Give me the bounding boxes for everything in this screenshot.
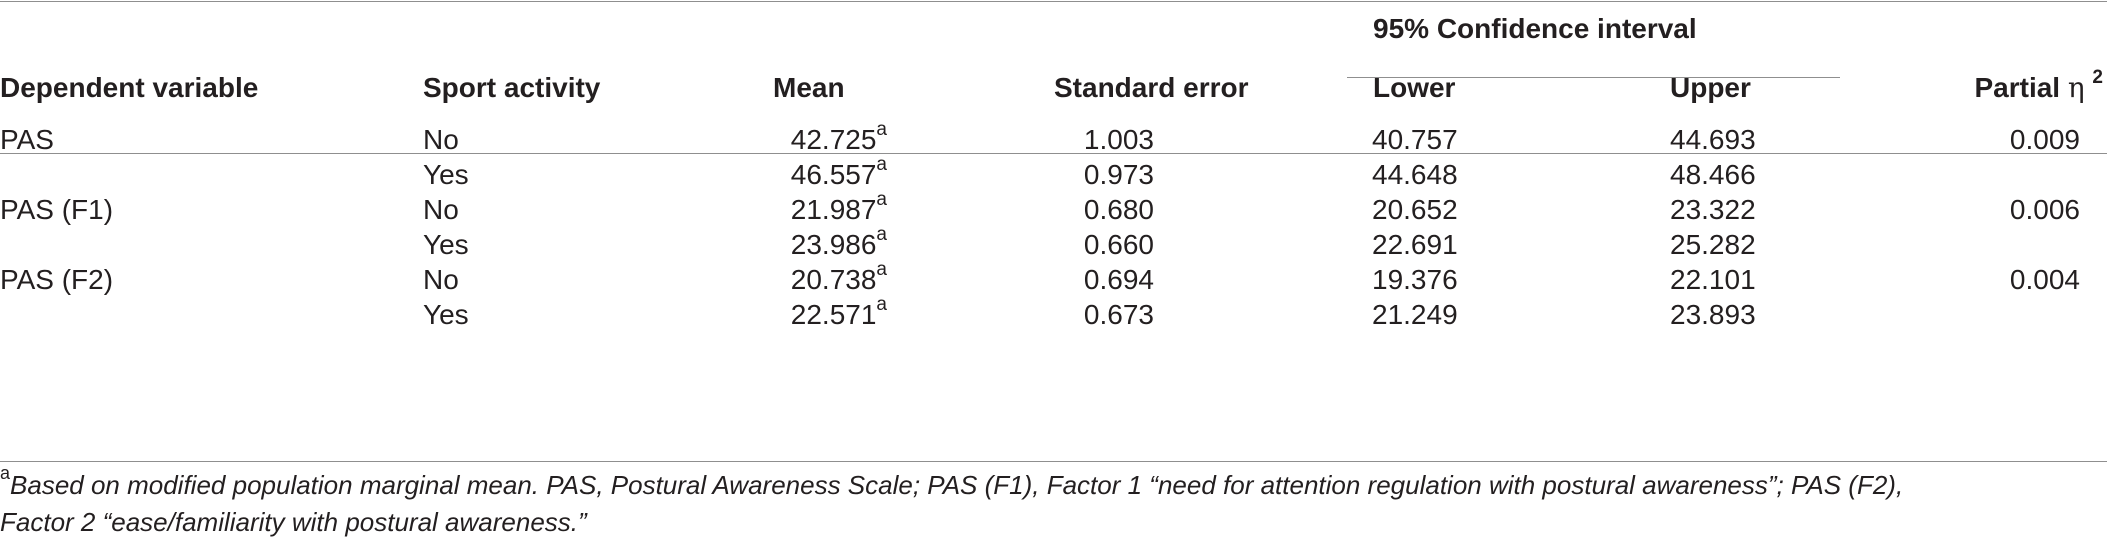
header-eta-symbol: η: [2067, 71, 2085, 104]
cell-mean: 23.986a: [790, 225, 887, 262]
table-header-rule: [0, 153, 2107, 154]
cell-mean-superscript: a: [876, 293, 887, 315]
cell-partial-eta-squared: 0.006: [2009, 194, 2080, 225]
cell-mean-superscript: a: [876, 223, 887, 245]
table-footnote: aBased on modified population marginal m…: [0, 464, 2100, 541]
footnote-marker: a: [0, 463, 11, 484]
cell-upper: 23.322: [1670, 194, 1756, 225]
table-bottom-rule: [0, 461, 2107, 462]
cell-dependent-variable: PAS (F2): [0, 264, 114, 295]
cell-mean-value: 46.557: [790, 159, 877, 190]
cell-standard-error: 1.003: [1083, 124, 1154, 155]
header-upper: Upper: [1670, 72, 1751, 103]
cell-mean: 20.738a: [790, 260, 887, 297]
header-eta-superscript: 2: [2092, 66, 2103, 88]
cell-mean-superscript: a: [876, 258, 887, 280]
cell-sport-activity: Yes: [423, 159, 469, 190]
cell-upper: 25.282: [1670, 229, 1756, 260]
ci-group-header: 95% Confidence interval: [1373, 13, 1697, 44]
table-top-rule: [0, 1, 2107, 2]
cell-mean-superscript: a: [876, 153, 887, 175]
cell-standard-error: 0.694: [1083, 264, 1154, 295]
cell-partial-eta-squared: 0.004: [2009, 264, 2080, 295]
cell-standard-error: 0.660: [1083, 229, 1154, 260]
cell-mean-value: 23.986: [790, 229, 877, 260]
header-dependent-variable: Dependent variable: [0, 72, 259, 103]
cell-upper: 44.693: [1670, 124, 1756, 155]
cell-mean-value: 20.738: [790, 264, 877, 295]
cell-upper: 22.101: [1670, 264, 1756, 295]
cell-mean-superscript: a: [876, 188, 887, 210]
cell-sport-activity: No: [423, 194, 459, 225]
cell-lower: 44.648: [1372, 159, 1458, 190]
header-mean: Mean: [773, 72, 845, 103]
cell-mean: 42.725a: [790, 120, 887, 157]
header-sport-activity: Sport activity: [423, 72, 601, 103]
header-partial-eta-squared: Partial η 2: [1974, 68, 2103, 105]
cell-lower: 21.249: [1372, 299, 1458, 330]
cell-lower: 40.757: [1372, 124, 1458, 155]
ci-group-rule: [1347, 77, 1840, 78]
cell-standard-error: 0.673: [1083, 299, 1154, 330]
cell-upper: 23.893: [1670, 299, 1756, 330]
cell-lower: 20.652: [1372, 194, 1458, 225]
header-lower: Lower: [1373, 72, 1456, 103]
cell-mean-value: 22.571: [790, 299, 877, 330]
cell-mean: 46.557a: [790, 155, 887, 192]
cell-standard-error: 0.680: [1083, 194, 1154, 225]
header-eta-prefix: Partial: [1974, 72, 2068, 103]
cell-standard-error: 0.973: [1083, 159, 1154, 190]
cell-mean: 22.571a: [790, 295, 887, 332]
cell-dependent-variable: PAS (F1): [0, 194, 114, 225]
cell-mean-value: 42.725: [790, 124, 877, 155]
header-standard-error: Standard error: [1054, 72, 1249, 103]
cell-mean-value: 21.987: [790, 194, 877, 225]
cell-sport-activity: No: [423, 264, 459, 295]
cell-sport-activity: Yes: [423, 229, 469, 260]
cell-sport-activity: No: [423, 124, 459, 155]
footnote-text-line1: Based on modified population marginal me…: [10, 470, 1904, 500]
cell-lower: 22.691: [1372, 229, 1458, 260]
cell-sport-activity: Yes: [423, 299, 469, 330]
cell-upper: 48.466: [1670, 159, 1756, 190]
cell-partial-eta-squared: 0.009: [2009, 124, 2080, 155]
cell-dependent-variable: PAS: [0, 124, 54, 155]
cell-lower: 19.376: [1372, 264, 1458, 295]
footnote-text-line2: Factor 2 “ease/familiarity with postural…: [0, 507, 587, 537]
cell-mean: 21.987a: [790, 190, 887, 227]
cell-mean-superscript: a: [876, 118, 887, 140]
